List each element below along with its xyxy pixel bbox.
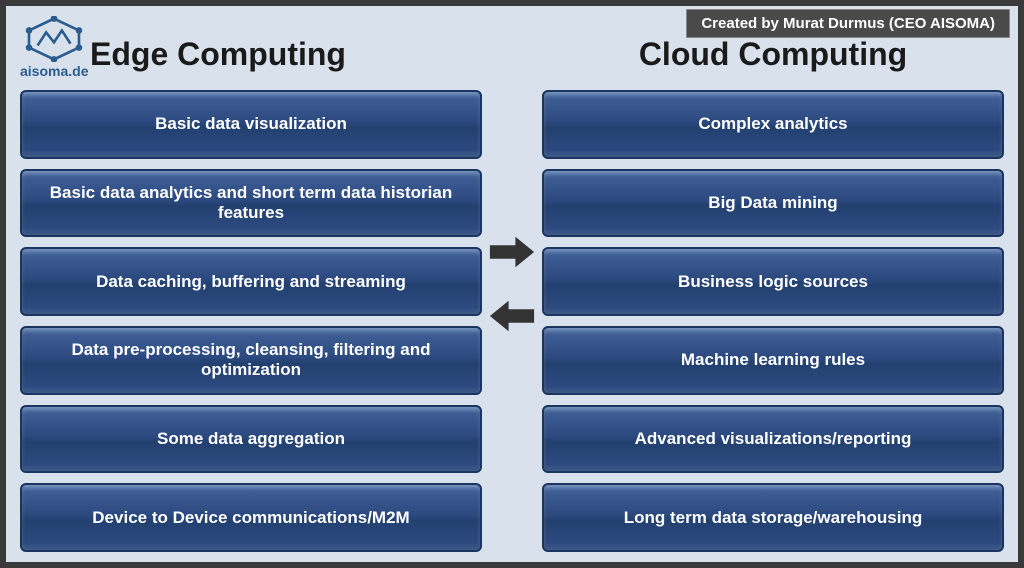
edge-item: Device to Device communications/M2M: [20, 483, 482, 552]
edge-items: Basic data visualization Basic data anal…: [20, 90, 482, 552]
edge-item: Data pre-processing, cleansing, filterin…: [20, 326, 482, 395]
cloud-item: Machine learning rules: [542, 326, 1004, 395]
cloud-column: Cloud Computing Complex analytics Big Da…: [542, 36, 1004, 552]
cloud-item: Business logic sources: [542, 247, 1004, 316]
arrow-right-icon: [486, 235, 538, 269]
cloud-item: Advanced visualizations/reporting: [542, 405, 1004, 474]
arrow-left-icon: [486, 299, 538, 333]
edge-item: Data caching, buffering and streaming: [20, 247, 482, 316]
cloud-item: Complex analytics: [542, 90, 1004, 159]
center-arrows: [484, 225, 540, 343]
edge-item: Basic data visualization: [20, 90, 482, 159]
edge-column: Edge Computing Basic data visualization …: [20, 36, 482, 552]
edge-item: Some data aggregation: [20, 405, 482, 474]
cloud-item: Big Data mining: [542, 169, 1004, 238]
cloud-title: Cloud Computing: [542, 36, 1004, 78]
edge-title: Edge Computing: [20, 36, 482, 78]
edge-item: Basic data analytics and short term data…: [20, 169, 482, 238]
cloud-item: Long term data storage/warehousing: [542, 483, 1004, 552]
attribution-banner: Created by Murat Durmus (CEO AISOMA): [686, 9, 1010, 38]
cloud-items: Complex analytics Big Data mining Busine…: [542, 90, 1004, 552]
